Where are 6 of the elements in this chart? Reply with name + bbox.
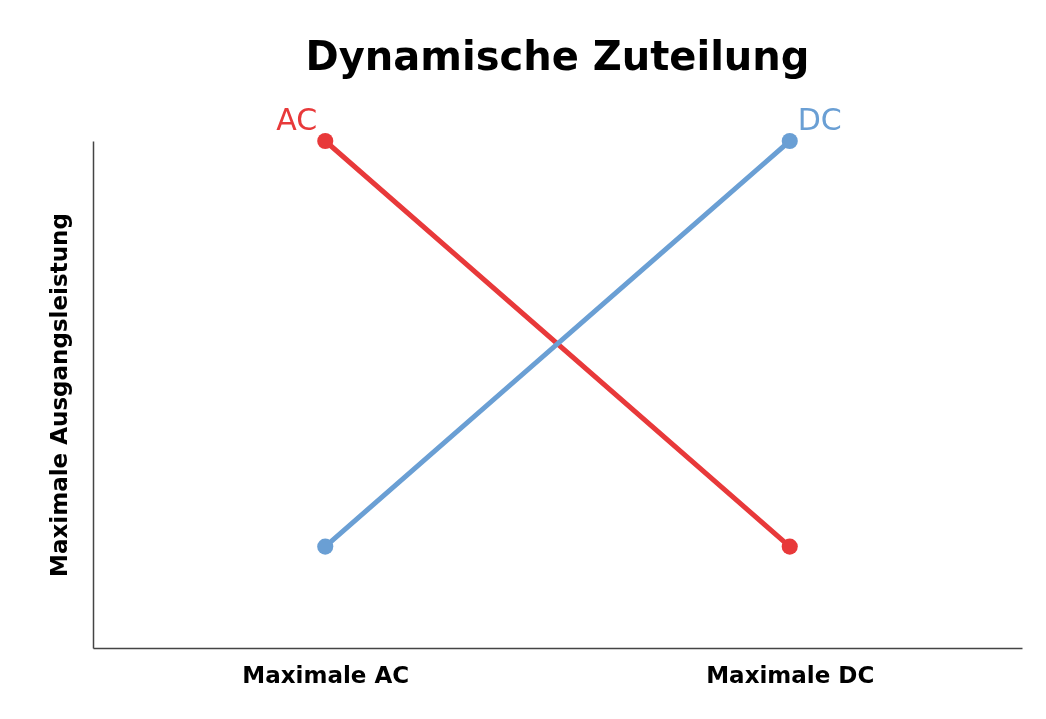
y-axis-title: Maximale Ausgangsleistung [45,213,72,577]
chart-title: Dynamische Zuteilung [305,33,810,79]
series-label: AC [276,102,318,137]
x-tick-label: Maximale AC [242,661,410,688]
x-tick-label: Maximale DC [706,661,875,688]
series-label: DC [797,102,842,137]
